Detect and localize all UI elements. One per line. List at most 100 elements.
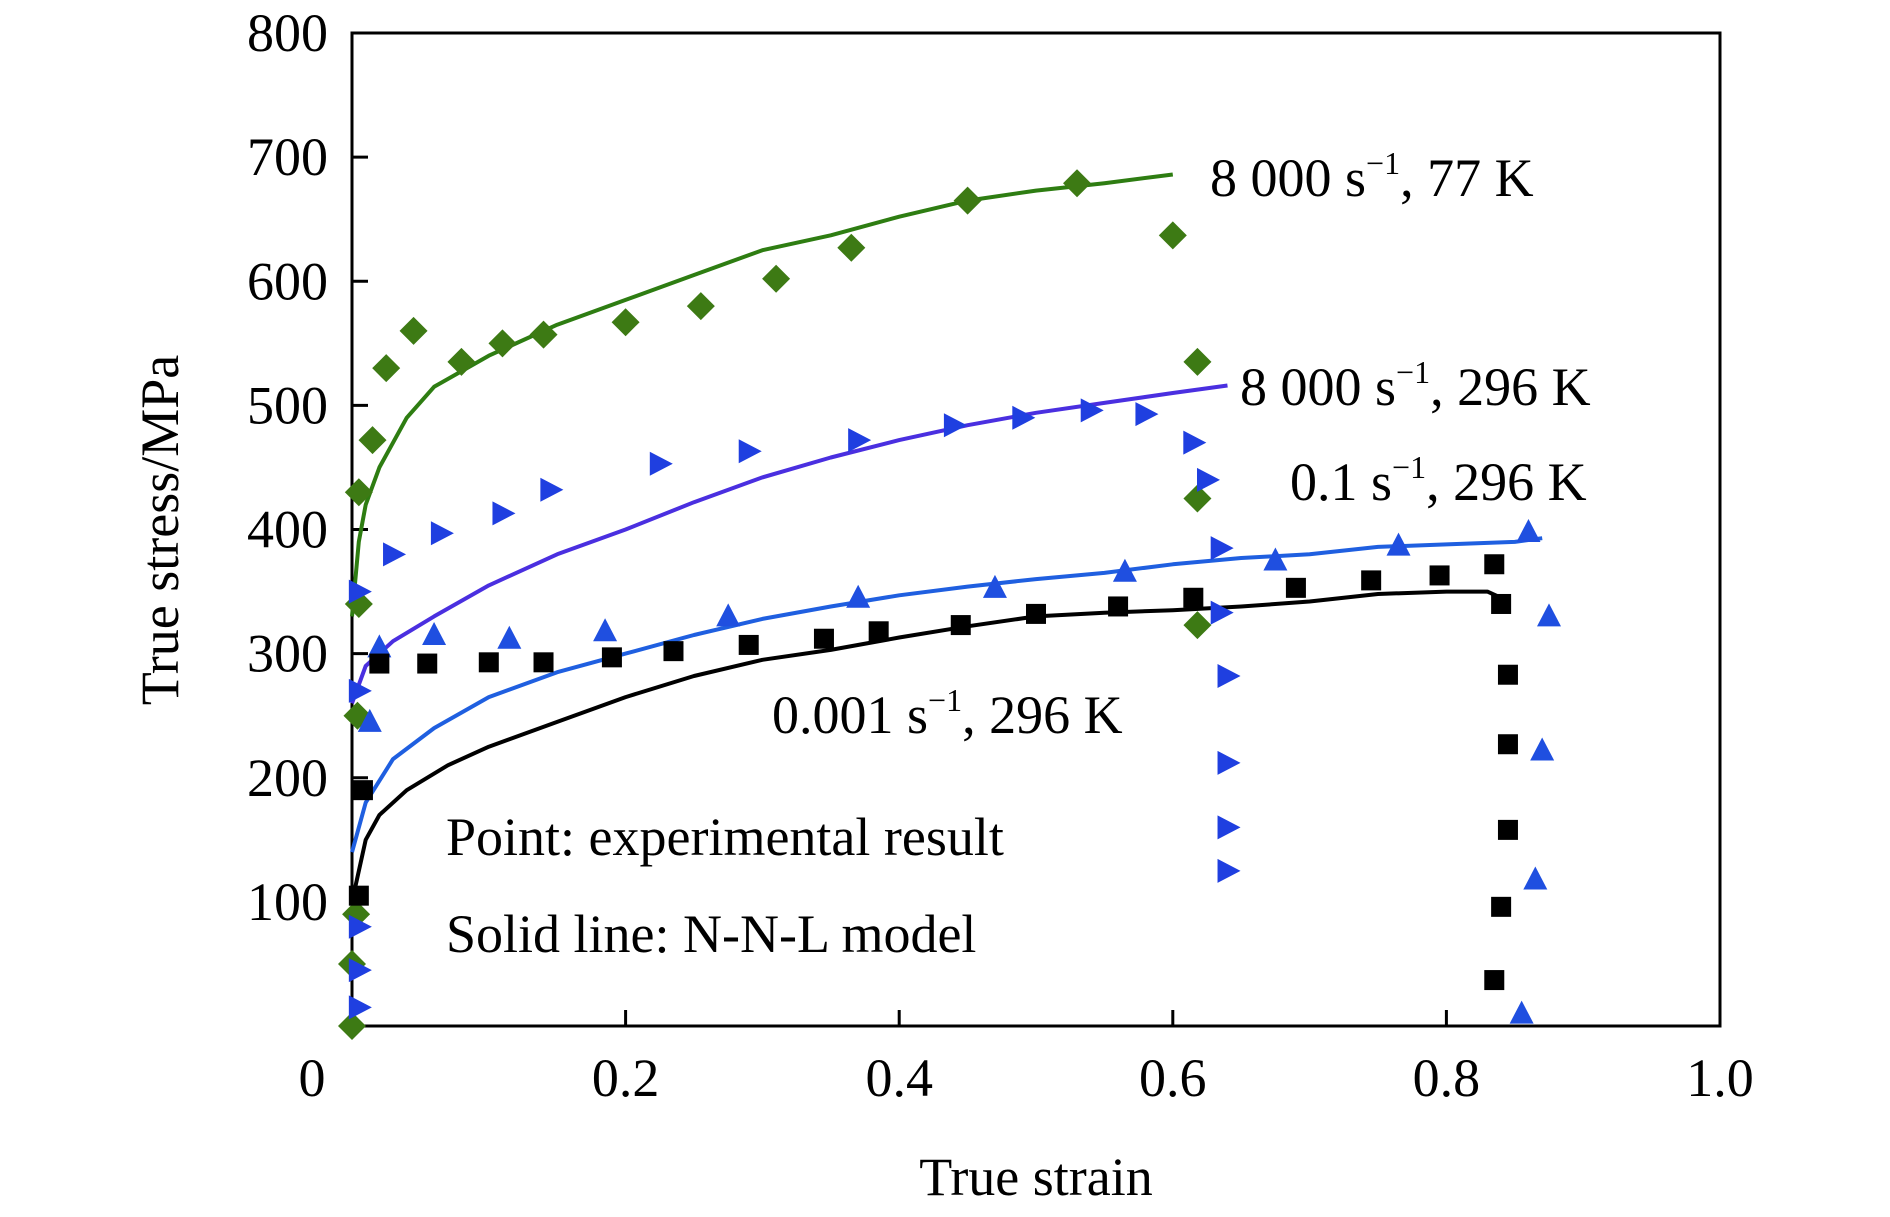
marker-square <box>533 652 554 673</box>
marker-triangle-right <box>738 439 762 464</box>
y-axis-title: True stress/MPa <box>130 355 190 706</box>
series-labels: 8 000 s−1, 77 K8 000 s−1, 296 K0.1 s−1, … <box>772 145 1591 745</box>
series-label-tail: , 296 K <box>962 685 1123 745</box>
marker-triangle-up <box>367 634 392 658</box>
marker-square <box>601 647 622 668</box>
marker-triangle-up <box>1509 1000 1534 1024</box>
marker-diamond <box>1063 169 1092 198</box>
y-tick-label: 200 <box>247 748 328 808</box>
marker-diamond <box>399 316 428 345</box>
marker-square <box>1491 896 1512 917</box>
marker-triangle-up <box>357 708 382 732</box>
x-tick-label: 0 <box>299 1048 326 1108</box>
series-label-1: 8 000 s−1, 296 K <box>1240 354 1591 417</box>
x-axis-title: True strain <box>919 1147 1153 1207</box>
marker-diamond <box>762 264 791 293</box>
marker-diamond <box>447 347 476 376</box>
marker-diamond <box>1158 221 1187 250</box>
marker-diamond <box>358 426 387 455</box>
marker-triangle-right <box>348 678 372 703</box>
y-tick-label: 300 <box>247 624 328 684</box>
series-label-main: 8 000 s <box>1240 357 1396 417</box>
marker-square <box>352 780 373 801</box>
model-line-2 <box>350 536 1543 853</box>
y-tick-label: 400 <box>247 500 328 560</box>
y-tick-label: 800 <box>247 3 328 63</box>
series-label-main: 8 000 s <box>1210 148 1366 208</box>
marker-triangle-up <box>593 618 618 642</box>
x-tick-label: 0.2 <box>592 1048 660 1108</box>
marker-triangle-up <box>422 622 447 646</box>
marker-triangle-up <box>846 584 871 608</box>
marker-diamond <box>529 320 558 349</box>
marker-diamond <box>344 478 373 507</box>
marker-square <box>1497 819 1518 840</box>
model-line-1 <box>350 383 1228 704</box>
marker-triangle-up <box>982 574 1007 598</box>
marker-diamond <box>1183 484 1212 513</box>
marker-triangle-up <box>1523 866 1548 890</box>
marker-diamond <box>338 1012 366 1040</box>
series-label-2: 0.1 s−1, 296 K <box>1290 449 1587 512</box>
marker-triangle-right <box>540 477 564 502</box>
marker-diamond <box>686 292 715 321</box>
marker-triangle-right <box>1210 600 1234 625</box>
y-tick-label: 100 <box>247 872 328 932</box>
y-tick-label: 500 <box>247 375 328 435</box>
series-label-tail: , 296 K <box>1426 452 1587 512</box>
marker-triangle-right <box>1135 402 1159 427</box>
marker-diamond <box>953 186 982 215</box>
marker-triangle-right <box>383 542 407 567</box>
marker-diamond <box>488 329 517 358</box>
marker-triangle-right <box>348 579 372 604</box>
marker-square <box>868 621 889 642</box>
marker-triangle-right <box>649 451 673 476</box>
marker-triangle-right <box>943 413 967 438</box>
marker-square <box>417 653 438 674</box>
x-tick-label: 0.4 <box>865 1048 933 1108</box>
series-label-sup: −1 <box>928 682 962 718</box>
marker-triangle-right <box>348 914 372 939</box>
marker-triangle-right <box>848 428 872 453</box>
x-axis: 0 0.2 0.4 0.6 0.8 1.0 <box>299 1010 1754 1108</box>
marker-square <box>369 653 390 674</box>
series-label-main: 0.1 s <box>1290 452 1392 512</box>
marker-triangle-right <box>1210 536 1234 561</box>
marker-triangle-up <box>1263 547 1288 571</box>
marker-triangle-right <box>1183 430 1207 455</box>
series-label-3: 0.001 s−1, 296 K <box>772 682 1123 745</box>
marker-triangle-right <box>1217 750 1241 775</box>
series-label-tail: , 77 K <box>1400 148 1534 208</box>
marker-square <box>738 634 759 655</box>
marker-triangle-up <box>1530 737 1555 761</box>
marker-square <box>1429 565 1450 586</box>
marker-square <box>1026 603 1046 624</box>
marker-square <box>1497 734 1518 755</box>
marker-triangle-right <box>1197 467 1220 492</box>
marker-square <box>348 885 369 906</box>
marker-triangle-up <box>497 625 522 649</box>
marker-triangle-right <box>348 995 372 1020</box>
marker-square <box>1497 664 1518 685</box>
model-lines <box>350 172 1543 903</box>
marker-square <box>1361 570 1382 591</box>
note-points: Point: experimental result <box>446 807 1004 867</box>
marker-square <box>1108 596 1129 617</box>
series-label-sup: −1 <box>1392 449 1426 485</box>
marker-triangle-right <box>1080 398 1104 423</box>
marker-square <box>663 641 684 662</box>
marker-triangle-right <box>430 521 454 546</box>
marker-triangle-up <box>1516 518 1541 542</box>
series-label-0: 8 000 s−1, 77 K <box>1210 145 1534 208</box>
marker-triangle-right <box>1012 405 1036 430</box>
experimental-markers <box>338 169 1561 1040</box>
marker-square <box>1484 970 1505 991</box>
y-tick-label: 600 <box>247 251 328 311</box>
model-line-3 <box>350 589 1502 903</box>
series-label-tail: , 296 K <box>1430 357 1591 417</box>
x-tick-label: 1.0 <box>1686 1048 1754 1108</box>
marker-diamond <box>611 308 640 337</box>
marker-triangle-up <box>1537 603 1561 627</box>
series-label-sup: −1 <box>1366 145 1400 181</box>
